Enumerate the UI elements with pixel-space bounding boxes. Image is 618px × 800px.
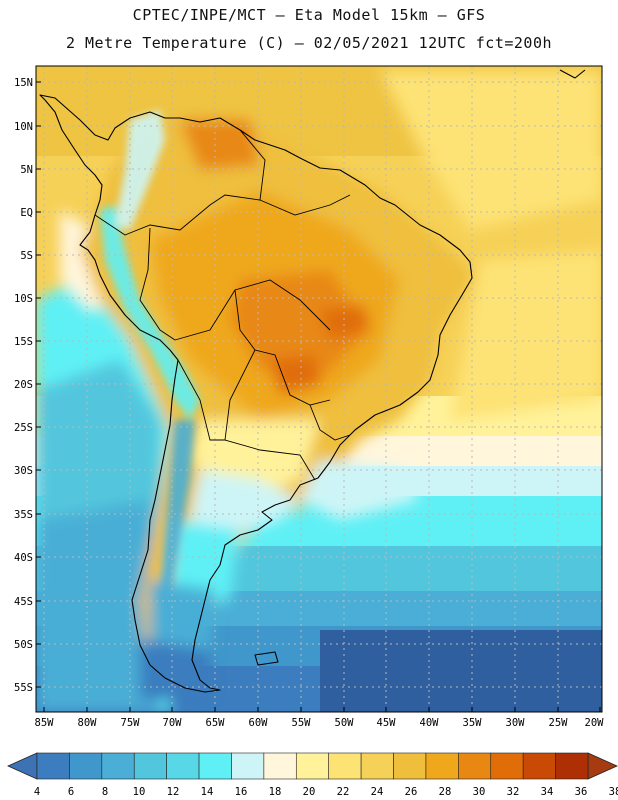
graticule <box>36 66 602 712</box>
lat-label: 5S <box>20 250 33 262</box>
lat-label: 35S <box>14 509 33 521</box>
lon-label: 80W <box>78 717 98 729</box>
lat-label: 45S <box>14 596 33 608</box>
colorbar-tick-label: 18 <box>269 786 282 798</box>
colorbar-swatch <box>198 752 232 780</box>
map-title-line-1: CPTEC/INPE/MCT – Eta Model 15km – GFS <box>132 6 486 24</box>
lat-label: 10S <box>14 293 33 305</box>
lat-label: 50S <box>14 639 33 651</box>
colorbar-tick-label: 38 <box>609 786 618 798</box>
colorbar-tick-label: 28 <box>439 786 452 798</box>
colorbar-min-arrow <box>7 752 38 780</box>
colorbar-tick-label: 26 <box>405 786 418 798</box>
colorbar-tick-label: 22 <box>337 786 350 798</box>
lon-label: 85W <box>35 717 55 729</box>
lat-label: 25S <box>14 422 33 434</box>
colorbar-max-arrow <box>587 752 618 780</box>
lat-label: 5N <box>20 164 33 176</box>
colorbar-swatch <box>69 752 103 780</box>
lat-label: EQ <box>20 207 33 219</box>
colorbar-swatch <box>36 752 70 780</box>
colorbar-tick-label: 8 <box>102 786 108 798</box>
lon-label: 45W <box>377 717 397 729</box>
axis-ticks <box>36 81 601 712</box>
colorbar-tick-label: 30 <box>473 786 486 798</box>
colorbar-tick-label: 6 <box>68 786 74 798</box>
lat-label: 55S <box>14 682 33 694</box>
lon-label: 35W <box>463 717 483 729</box>
colorbar-swatch <box>555 752 589 780</box>
lon-label: 55W <box>292 717 312 729</box>
colorbar-tick-label: 36 <box>575 786 588 798</box>
country-borders <box>94 129 351 481</box>
lat-label: 10N <box>14 121 33 133</box>
lon-label: 60W <box>249 717 269 729</box>
colorbar-swatch <box>393 752 427 780</box>
lat-label: 20S <box>14 379 33 391</box>
colorbar-swatch <box>231 752 265 780</box>
colorbar-tick-label: 4 <box>34 786 40 798</box>
colorbar-tick-label: 16 <box>235 786 248 798</box>
coastline <box>39 69 586 693</box>
colorbar-tick-label: 14 <box>201 786 214 798</box>
colorbar-tick-label: 20 <box>303 786 316 798</box>
colorbar-swatch <box>490 752 524 780</box>
colorbar-swatch <box>458 752 492 780</box>
lon-label: 75W <box>121 717 141 729</box>
colorbar-swatch <box>328 752 362 780</box>
lat-label: 15S <box>14 336 33 348</box>
colorbar: 4 6 8 10 12 14 16 18 20 22 24 26 28 30 3… <box>7 752 618 798</box>
lon-label: 20W <box>585 717 605 729</box>
colorbar-tick-label: 12 <box>167 786 180 798</box>
lon-label: 65W <box>206 717 226 729</box>
lon-label: 40W <box>420 717 440 729</box>
lat-label: 40S <box>14 552 33 564</box>
lon-label: 70W <box>163 717 183 729</box>
colorbar-tick-label: 34 <box>541 786 554 798</box>
temperature-field <box>36 66 602 712</box>
lon-label: 30W <box>506 717 526 729</box>
colorbar-tick-label: 24 <box>371 786 384 798</box>
colorbar-tick-label: 10 <box>133 786 146 798</box>
colorbar-swatch <box>101 752 135 780</box>
colorbar-swatch <box>133 752 167 780</box>
colorbar-swatch <box>295 752 330 780</box>
colorbar-swatch <box>360 752 394 780</box>
latitude-labels: 15N 10N 5N EQ 5S 10S 15S 20S 25S 30S 35S… <box>14 77 33 694</box>
lat-label: 30S <box>14 465 33 477</box>
lat-label: 15N <box>14 77 33 89</box>
map-title-line-2: 2 Metre Temperature (C) – 02/05/2021 12U… <box>65 34 553 52</box>
longitude-labels: 85W 80W 75W 70W 65W 60W 55W 50W 45W 40W … <box>35 717 605 729</box>
lon-label: 50W <box>335 717 355 729</box>
map-frame <box>35 65 603 713</box>
lon-label: 25W <box>549 717 569 729</box>
colorbar-swatch <box>522 752 556 780</box>
colorbar-swatch <box>425 752 459 780</box>
colorbar-swatch <box>166 752 200 780</box>
colorbar-tick-label: 32 <box>507 786 520 798</box>
colorbar-swatch <box>263 752 297 780</box>
